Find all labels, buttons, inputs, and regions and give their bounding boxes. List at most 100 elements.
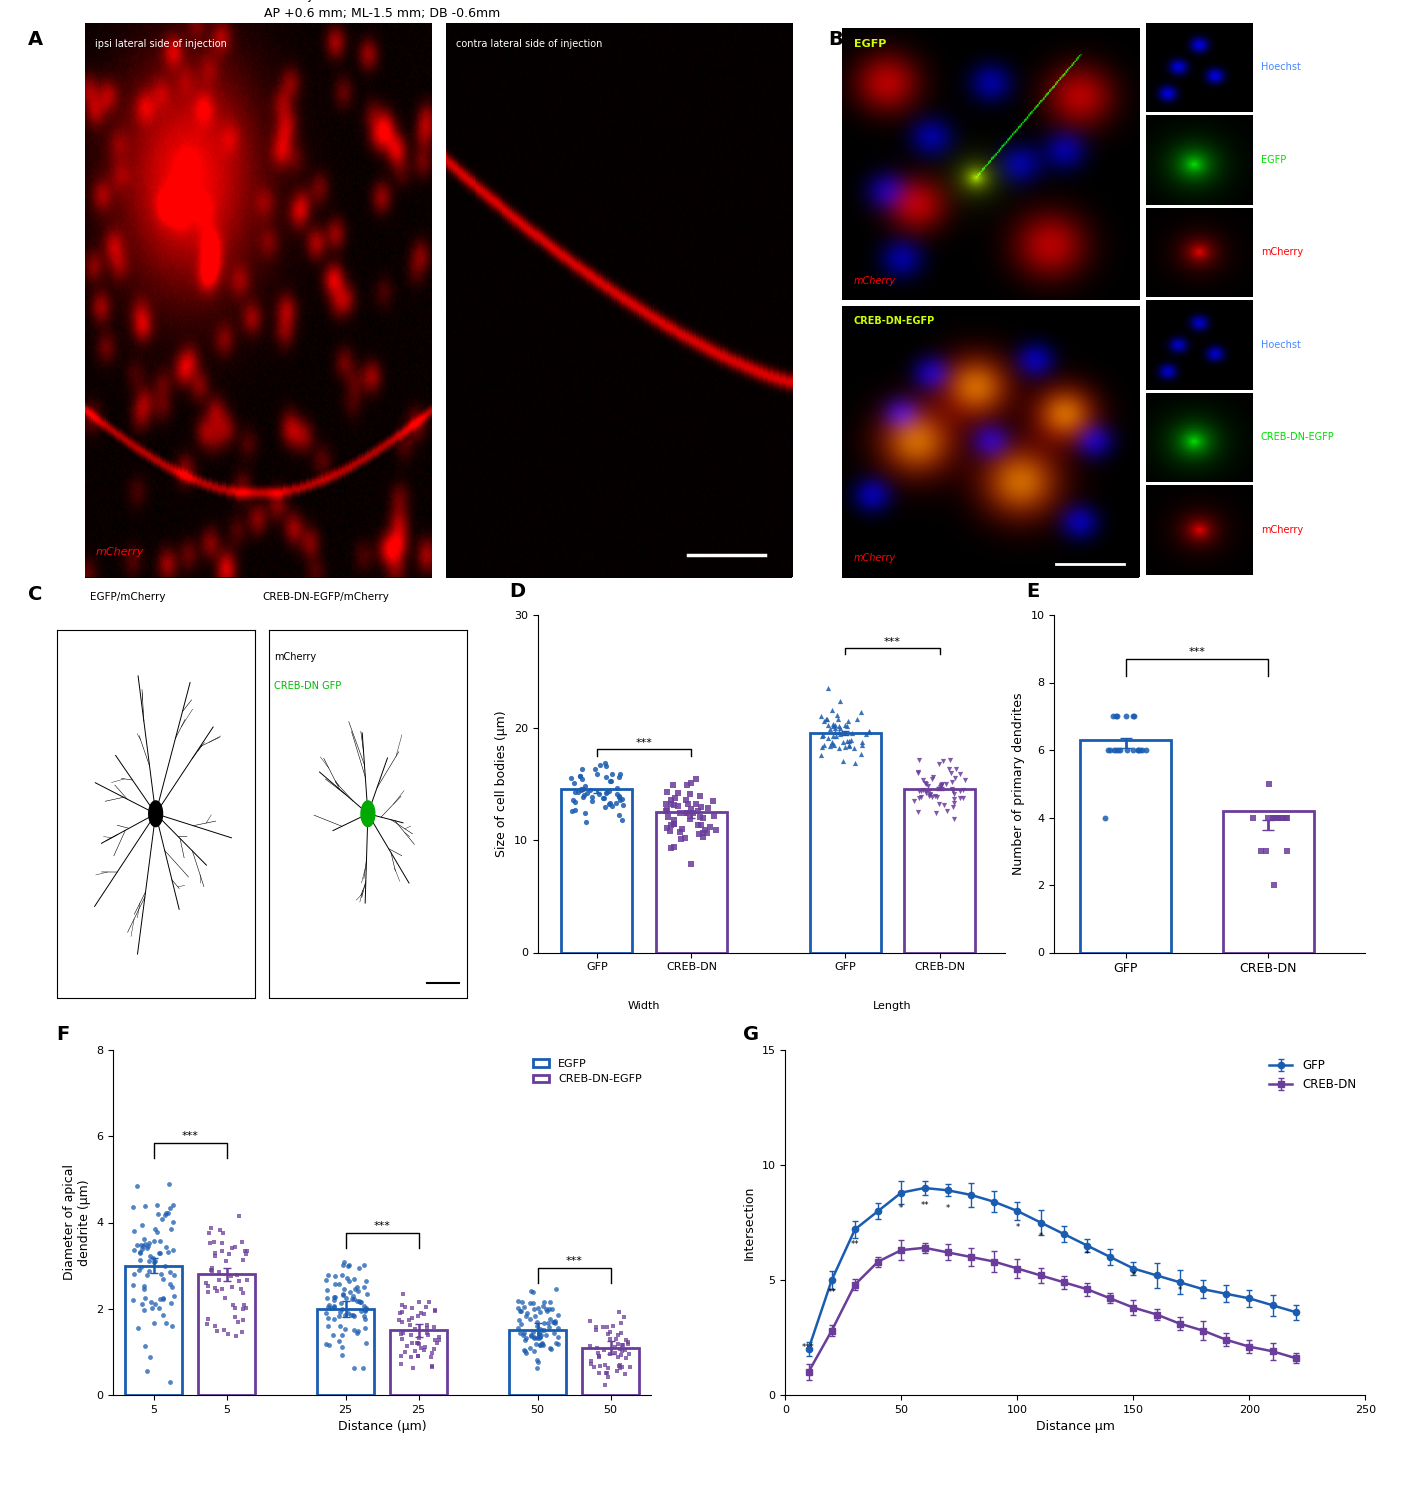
Point [573,801,596,825]
Point [158,1272,181,1296]
Point [532,1290,555,1314]
Point [133,1298,156,1322]
Point [608,784,631,808]
Point [509,1312,532,1336]
Point [144,1292,167,1316]
Point [535,1323,558,1347]
Point [158,1370,181,1394]
Point [226,1310,249,1334]
Point [608,786,631,810]
Point [355,1282,378,1306]
Point [591,1316,614,1340]
Point [391,1300,413,1324]
Point [572,777,594,801]
Point [236,1268,259,1292]
Point [688,800,710,824]
Point [599,768,621,792]
Point [1241,806,1264,830]
Point [528,1317,550,1341]
Point [1128,738,1150,762]
Point [316,1286,338,1310]
Point [328,1304,351,1328]
Text: mCherry: mCherry [275,652,316,662]
Point [330,1292,352,1316]
Point [127,1258,150,1282]
Point [328,1272,351,1296]
Point [228,1269,250,1293]
Y-axis label: Number of primary dendrites: Number of primary dendrites [1012,693,1024,874]
Text: mCherry: mCherry [853,554,896,562]
Point [229,1276,252,1300]
Point [525,1332,548,1356]
Point [235,1239,258,1263]
Text: mCherry: mCherry [1261,525,1303,536]
Point [507,1288,529,1312]
Point [415,1312,437,1336]
Point [399,1312,422,1336]
Point [954,768,976,792]
Point [657,798,679,822]
Point [682,801,705,825]
Point [1122,705,1145,729]
Point [348,1256,371,1280]
Point [596,1356,618,1380]
Point [408,1290,430,1314]
Point [129,1248,151,1272]
Point [1262,806,1285,830]
Point [515,1341,538,1365]
Point [688,822,710,846]
Point [391,1323,413,1347]
Point [352,1294,375,1318]
Text: *: * [1015,1222,1020,1232]
Point [538,1335,560,1359]
Point [679,771,702,795]
Point [928,776,951,800]
Point [143,1250,166,1274]
Point [828,736,850,760]
Point [337,1300,359,1324]
Point [331,1263,354,1287]
Point [608,802,631,826]
Point [1249,840,1272,864]
Point [671,827,693,850]
Point [147,1296,170,1320]
Point [618,1356,641,1380]
Point [200,1216,222,1240]
Point [675,788,698,812]
Point [331,1323,354,1347]
Point [917,780,940,804]
Point [586,1335,608,1359]
Point [416,1320,439,1344]
Point [826,708,849,732]
Point [835,714,857,738]
Point [833,712,856,736]
Point [593,1374,616,1398]
Point [197,1306,219,1330]
Point [392,1281,415,1305]
Point [608,1353,631,1377]
Point [524,1304,546,1328]
Point [146,1221,168,1245]
Point [930,774,952,798]
Text: ***: *** [884,638,901,646]
Point [594,782,617,806]
Point [126,1316,149,1340]
Point [811,724,833,748]
Text: *: * [1177,1286,1182,1294]
Point [347,1318,369,1342]
Bar [1223,810,1313,952]
Point [408,1344,430,1368]
Point [1115,705,1138,729]
Text: *: * [899,1204,904,1214]
Point [314,1332,337,1356]
Point [586,762,608,786]
Point [511,1290,533,1314]
Point [821,730,843,754]
Text: CREB-DN GFP: CREB-DN GFP [275,681,341,692]
Point [679,796,702,820]
Point [137,1230,160,1254]
Point [1262,873,1285,897]
Point [521,1292,543,1316]
Point [317,1314,340,1338]
Point [323,1286,345,1310]
